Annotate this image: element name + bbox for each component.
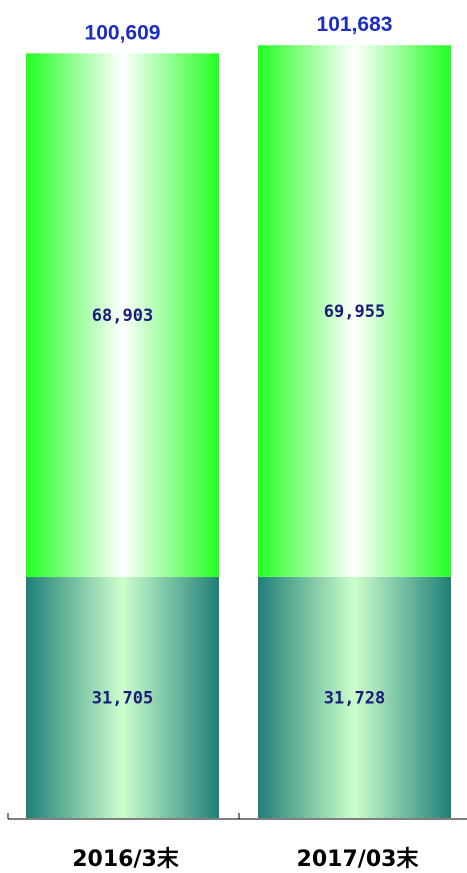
segment-value-label: 31,705: [92, 689, 153, 709]
bar-top-0: [26, 53, 219, 578]
total-value-label: 101,683: [317, 13, 393, 36]
bar-top-1: [258, 45, 451, 577]
bars-group: [26, 45, 451, 818]
segment-value-label: 68,903: [92, 306, 153, 326]
bar-bottom-0: [26, 577, 219, 818]
category-label: 2017/03末: [297, 847, 420, 872]
labels-group: 31,705 68,903 100,609 2016/3末 31,728 69,955 10…: [72, 13, 419, 872]
segment-value-label: 69,955: [324, 302, 385, 322]
category-label: 2016/3末: [72, 847, 180, 872]
bar-bottom-1: [258, 576, 451, 818]
total-value-label: 100,609: [85, 21, 161, 44]
x-axis: [7, 813, 467, 820]
segment-value-label: 31,728: [324, 688, 385, 708]
